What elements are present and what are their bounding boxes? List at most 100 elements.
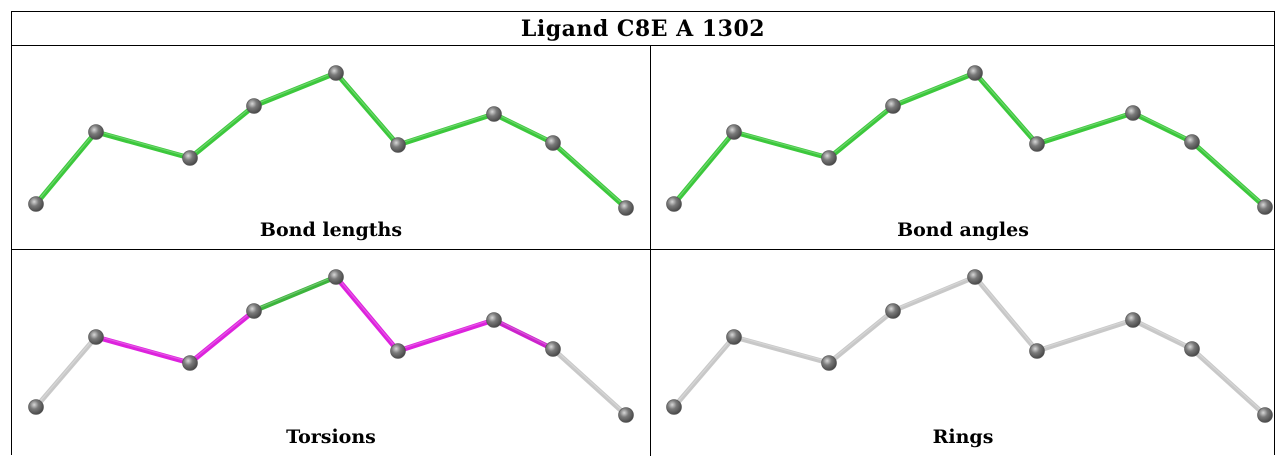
row-divider (12, 249, 1274, 250)
bond-highlight-7 (493, 318, 554, 349)
bond-8 (550, 346, 629, 418)
atom-4 (246, 303, 262, 319)
molecule-torsions (28, 269, 634, 423)
atom-5 (328, 65, 344, 81)
bond-5 (972, 70, 1040, 147)
bond-highlight-1 (673, 130, 735, 204)
bond-highlight-8 (552, 347, 627, 415)
bond-5 (972, 274, 1040, 354)
atom-5 (967, 65, 983, 81)
bond-highlight-6 (1036, 318, 1134, 351)
bond-highlight-3 (189, 104, 255, 158)
bond-1 (33, 129, 99, 207)
bond-highlight-4 (253, 275, 337, 311)
atom-4 (885, 303, 901, 319)
atom-1 (666, 399, 682, 415)
bond-highlight-1 (35, 130, 97, 204)
bond-highlight-5 (974, 275, 1038, 351)
title-row: Ligand C8E A 1302 (12, 12, 1274, 46)
bond-highlight-5 (335, 275, 399, 351)
atom-1 (28, 399, 44, 415)
atom-4 (885, 98, 901, 114)
caption-rings: Rings (932, 426, 994, 448)
bond-3 (187, 103, 257, 161)
bond-7 (1130, 110, 1195, 145)
bond-7 (491, 317, 556, 352)
bond-highlight-5 (335, 71, 399, 145)
atom-2 (88, 329, 104, 345)
bond-highlight-3 (828, 104, 894, 158)
bond-1 (671, 129, 737, 207)
bond-4 (251, 70, 339, 109)
atom-8 (545, 135, 561, 151)
molecule-bond-angles (666, 65, 1273, 215)
bond-highlight-8 (1191, 140, 1266, 207)
bond-highlight-1 (673, 335, 735, 407)
bond-8 (1189, 139, 1268, 210)
atom-9 (1257, 407, 1273, 423)
bond-highlight-6 (397, 112, 495, 145)
bond-2 (731, 334, 832, 366)
bond-6 (1034, 317, 1136, 354)
bond-highlight-6 (397, 318, 495, 351)
bond-5 (333, 70, 401, 148)
bond-highlight-8 (552, 141, 627, 208)
atom-9 (1257, 199, 1273, 215)
figure-title: Ligand C8E A 1302 (520, 15, 766, 42)
bond-7 (491, 111, 556, 146)
bond-highlight-3 (189, 309, 255, 363)
bond-highlight-1 (35, 335, 97, 407)
molecule-rings (666, 269, 1273, 423)
caption-torsions: Torsions (286, 426, 376, 448)
bond-3 (187, 308, 257, 366)
atom-9 (618, 407, 634, 423)
bond-4 (890, 274, 978, 314)
atom-3 (821, 355, 837, 371)
atom-7 (486, 312, 502, 328)
atom-2 (726, 124, 742, 140)
bond-highlight-7 (1132, 318, 1193, 349)
caption-bond-angles: Bond angles (897, 219, 1029, 241)
bond-highlight-4 (892, 71, 976, 106)
bond-5 (333, 274, 401, 354)
bond-1 (671, 334, 737, 410)
atom-7 (1125, 105, 1141, 121)
atom-2 (726, 329, 742, 345)
bond-2 (93, 129, 193, 161)
bond-highlight-7 (493, 112, 554, 143)
atom-1 (28, 196, 44, 212)
bond-highlight-6 (1036, 111, 1134, 144)
bond-4 (251, 274, 339, 314)
column-divider (650, 46, 651, 456)
atom-6 (390, 343, 406, 359)
panel-bond-lengths: Bond lengths (12, 46, 650, 249)
bond-highlight-2 (733, 130, 830, 158)
bond-2 (731, 129, 832, 161)
bond-1 (33, 334, 99, 410)
atom-6 (1029, 343, 1045, 359)
bond-highlight-3 (828, 309, 894, 363)
caption-bond-lengths: Bond lengths (259, 219, 403, 241)
atom-6 (390, 137, 406, 153)
atom-5 (328, 269, 344, 285)
bond-highlight-4 (892, 275, 976, 311)
atom-8 (1184, 134, 1200, 150)
atom-1 (666, 196, 682, 212)
bond-highlight-8 (1191, 347, 1266, 415)
bond-highlight-2 (95, 335, 191, 363)
bond-3 (826, 308, 896, 366)
bond-highlight-2 (95, 130, 191, 158)
bond-highlight-5 (974, 71, 1038, 144)
bond-8 (1189, 346, 1268, 418)
atom-7 (486, 106, 502, 122)
bond-6 (1034, 110, 1136, 147)
atom-8 (1184, 341, 1200, 357)
molecule-bond-lengths (28, 65, 634, 216)
bond-3 (826, 103, 896, 161)
atom-3 (821, 150, 837, 166)
panel-bond-angles: Bond angles (651, 46, 1275, 249)
bond-highlight-7 (1132, 111, 1193, 142)
bond-highlight-4 (253, 71, 337, 106)
atom-5 (967, 269, 983, 285)
atom-4 (246, 98, 262, 114)
